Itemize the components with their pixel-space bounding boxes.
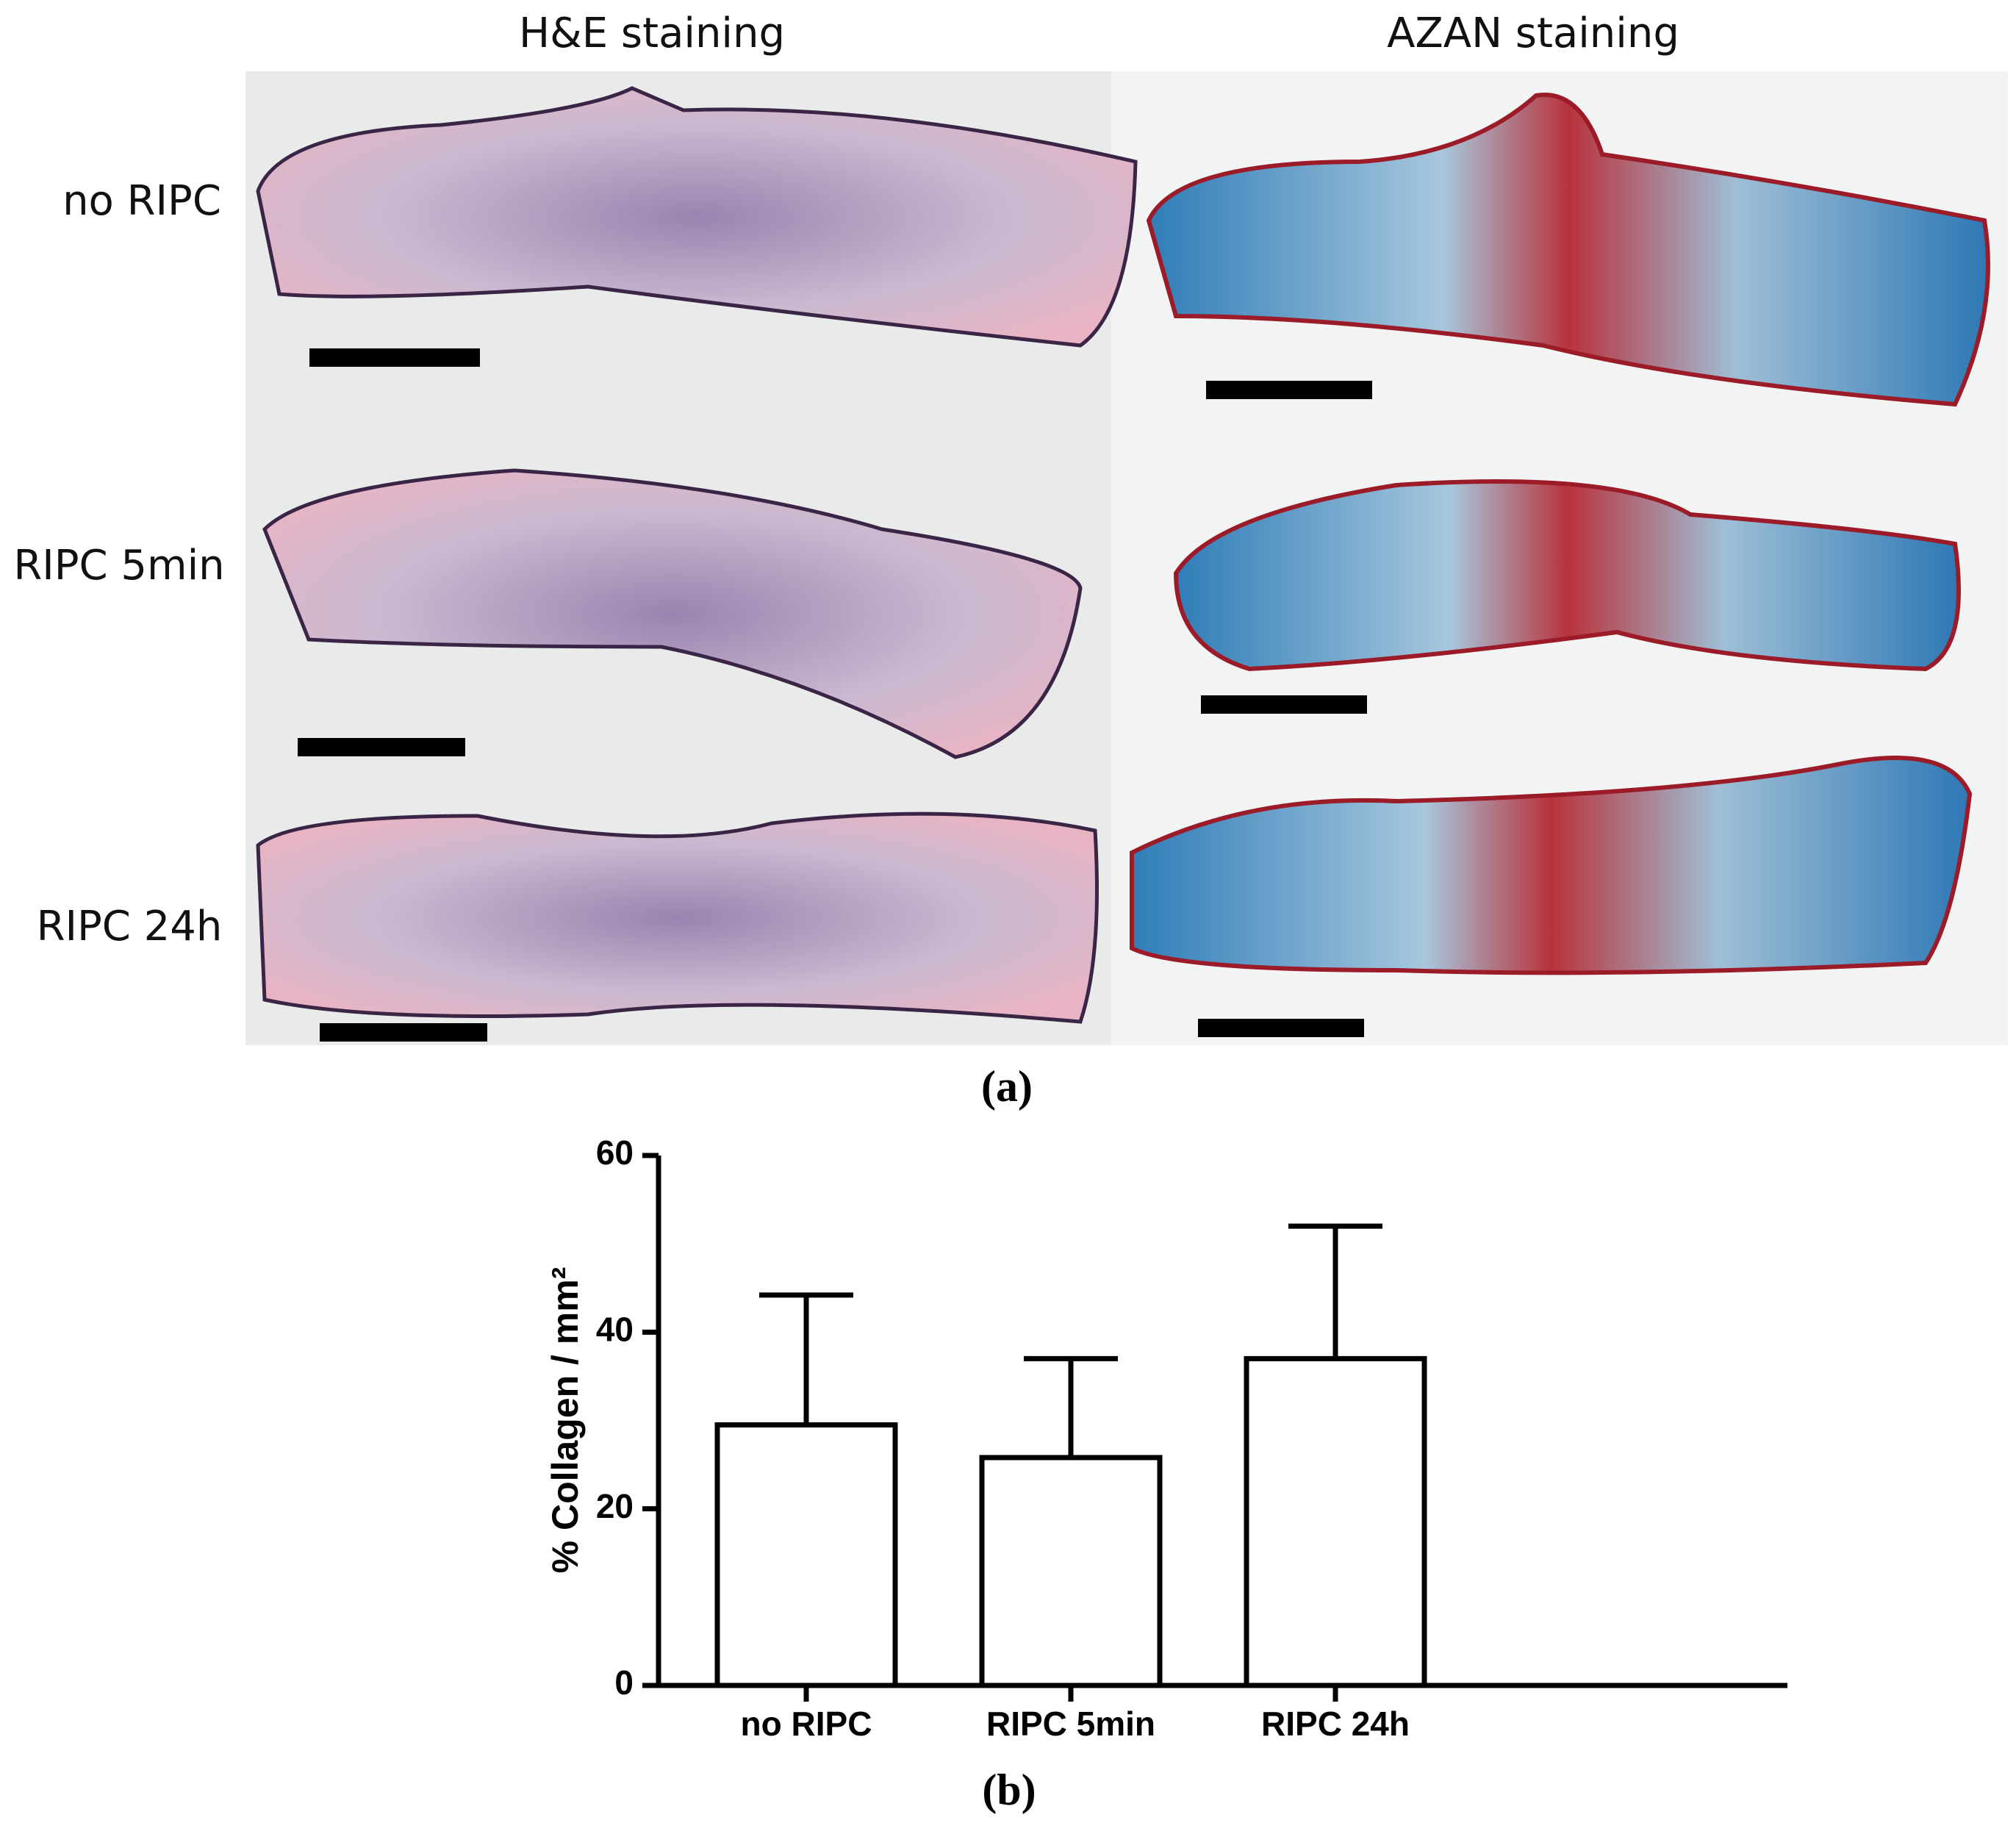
row-label: RIPC 5min — [13, 542, 224, 590]
y-tick-label: 40 — [596, 1310, 634, 1348]
y-tick-label: 20 — [596, 1487, 634, 1525]
column-title: AZAN staining — [1387, 10, 1679, 57]
bar — [1244, 1355, 1427, 1688]
tissue-azan-2 — [1173, 479, 1961, 672]
scale-bar — [1201, 695, 1367, 714]
tissue-he-1 — [256, 86, 1138, 348]
row-label: RIPC 24h — [37, 903, 223, 950]
scale-bar — [309, 348, 480, 367]
row-label: no RIPC — [62, 177, 221, 225]
scale-bar — [298, 738, 465, 756]
tissue-azan-1 — [1146, 93, 1990, 407]
scale-bar — [1206, 381, 1372, 399]
tissue-he-3 — [256, 811, 1099, 1024]
y-axis-label: % Collagen / mm² — [545, 1267, 586, 1574]
tissue-azan-3 — [1130, 756, 1973, 975]
x-tick-label: RIPC 24h — [1261, 1705, 1410, 1743]
bar — [714, 1422, 898, 1688]
scale-bar — [1198, 1019, 1364, 1037]
y-tick-label: 0 — [614, 1663, 634, 1702]
panel-label: (b) — [982, 1766, 1036, 1814]
tissue-he-2 — [262, 468, 1083, 759]
y-tick-label: 60 — [596, 1133, 634, 1172]
bar — [979, 1455, 1163, 1688]
panel-label: (a) — [981, 1062, 1033, 1111]
x-tick-label: no RIPC — [741, 1705, 872, 1743]
bar-chart: 0 20 40 60 no RIPC RIPC 5min RIPC 24h — [596, 1133, 1787, 1743]
histology-panel — [245, 71, 2008, 1045]
column-title: H&E staining — [519, 10, 785, 57]
scale-bar — [320, 1023, 487, 1042]
x-tick-label: RIPC 5min — [986, 1705, 1155, 1743]
